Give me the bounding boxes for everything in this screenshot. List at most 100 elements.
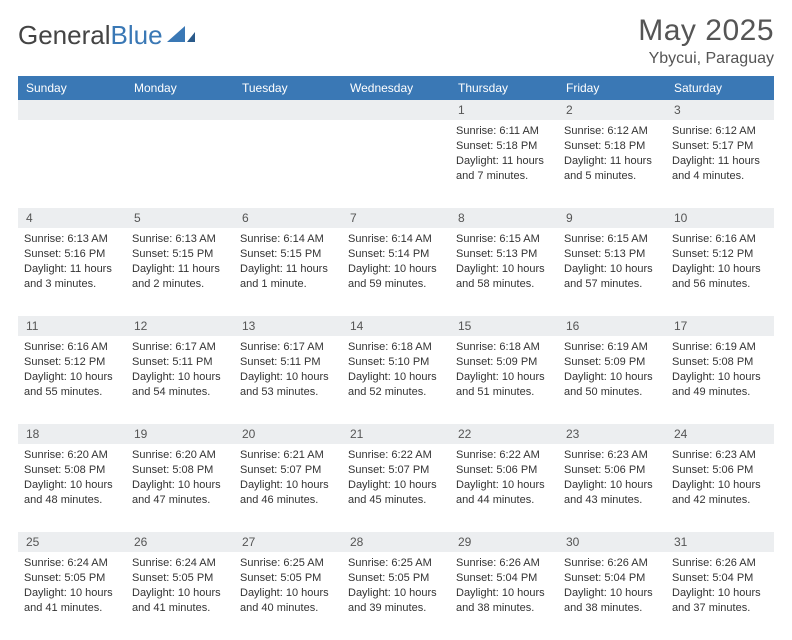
day-number: 17 <box>666 316 774 336</box>
sunset-text: Sunset: 5:05 PM <box>240 571 335 586</box>
sunset-text: Sunset: 5:09 PM <box>564 355 659 370</box>
day-number: 25 <box>18 532 126 552</box>
day-number: 24 <box>666 424 774 444</box>
sunset-text: Sunset: 5:08 PM <box>672 355 767 370</box>
daylight-text: Daylight: 10 hours and 55 minutes. <box>24 370 119 400</box>
day-cell: Sunrise: 6:14 AMSunset: 5:15 PMDaylight:… <box>234 228 342 316</box>
day-number: 11 <box>18 316 126 336</box>
day-number: 31 <box>666 532 774 552</box>
day-cell: Sunrise: 6:20 AMSunset: 5:08 PMDaylight:… <box>18 444 126 532</box>
sunrise-text: Sunrise: 6:17 AM <box>240 340 335 355</box>
sunrise-text: Sunrise: 6:21 AM <box>240 448 335 463</box>
day-cell: Sunrise: 6:21 AMSunset: 5:07 PMDaylight:… <box>234 444 342 532</box>
day-cell: Sunrise: 6:26 AMSunset: 5:04 PMDaylight:… <box>558 552 666 640</box>
day-number: 21 <box>342 424 450 444</box>
calendar-grid: SundayMondayTuesdayWednesdayThursdayFrid… <box>18 76 774 640</box>
day-number: 5 <box>126 208 234 228</box>
daylight-text: Daylight: 10 hours and 56 minutes. <box>672 262 767 292</box>
sunset-text: Sunset: 5:06 PM <box>564 463 659 478</box>
weekday-header: Thursday <box>450 76 558 100</box>
sunset-text: Sunset: 5:06 PM <box>672 463 767 478</box>
day-number <box>234 100 342 120</box>
sunrise-text: Sunrise: 6:18 AM <box>456 340 551 355</box>
weekday-header: Sunday <box>18 76 126 100</box>
day-cell: Sunrise: 6:22 AMSunset: 5:07 PMDaylight:… <box>342 444 450 532</box>
day-cell: Sunrise: 6:17 AMSunset: 5:11 PMDaylight:… <box>126 336 234 424</box>
sunrise-text: Sunrise: 6:19 AM <box>564 340 659 355</box>
sunrise-text: Sunrise: 6:20 AM <box>24 448 119 463</box>
daylight-text: Daylight: 10 hours and 57 minutes. <box>564 262 659 292</box>
sunset-text: Sunset: 5:12 PM <box>24 355 119 370</box>
daylight-text: Daylight: 10 hours and 38 minutes. <box>564 586 659 616</box>
day-number-row: 45678910 <box>18 208 774 228</box>
day-cell: Sunrise: 6:25 AMSunset: 5:05 PMDaylight:… <box>234 552 342 640</box>
sunset-text: Sunset: 5:05 PM <box>348 571 443 586</box>
sunset-text: Sunset: 5:05 PM <box>132 571 227 586</box>
sunrise-text: Sunrise: 6:20 AM <box>132 448 227 463</box>
day-number <box>18 100 126 120</box>
daylight-text: Daylight: 10 hours and 37 minutes. <box>672 586 767 616</box>
day-cell <box>18 120 126 208</box>
daylight-text: Daylight: 10 hours and 44 minutes. <box>456 478 551 508</box>
week-row: Sunrise: 6:16 AMSunset: 5:12 PMDaylight:… <box>18 336 774 424</box>
day-number: 26 <box>126 532 234 552</box>
title-block: May 2025 Ybycui, Paraguay <box>638 14 774 68</box>
day-cell: Sunrise: 6:20 AMSunset: 5:08 PMDaylight:… <box>126 444 234 532</box>
sunrise-text: Sunrise: 6:14 AM <box>240 232 335 247</box>
daylight-text: Daylight: 10 hours and 41 minutes. <box>132 586 227 616</box>
day-number <box>126 100 234 120</box>
sunrise-text: Sunrise: 6:26 AM <box>564 556 659 571</box>
sunrise-text: Sunrise: 6:22 AM <box>348 448 443 463</box>
daylight-text: Daylight: 10 hours and 39 minutes. <box>348 586 443 616</box>
week-row: Sunrise: 6:13 AMSunset: 5:16 PMDaylight:… <box>18 228 774 316</box>
day-number: 10 <box>666 208 774 228</box>
sunrise-text: Sunrise: 6:23 AM <box>672 448 767 463</box>
sunrise-text: Sunrise: 6:18 AM <box>348 340 443 355</box>
daylight-text: Daylight: 11 hours and 7 minutes. <box>456 154 551 184</box>
sunset-text: Sunset: 5:09 PM <box>456 355 551 370</box>
sunrise-text: Sunrise: 6:25 AM <box>348 556 443 571</box>
day-cell: Sunrise: 6:22 AMSunset: 5:06 PMDaylight:… <box>450 444 558 532</box>
sunset-text: Sunset: 5:07 PM <box>348 463 443 478</box>
day-cell: Sunrise: 6:12 AMSunset: 5:17 PMDaylight:… <box>666 120 774 208</box>
sunset-text: Sunset: 5:13 PM <box>456 247 551 262</box>
day-number: 6 <box>234 208 342 228</box>
sunrise-text: Sunrise: 6:16 AM <box>24 340 119 355</box>
day-number: 4 <box>18 208 126 228</box>
day-number: 15 <box>450 316 558 336</box>
daylight-text: Daylight: 10 hours and 46 minutes. <box>240 478 335 508</box>
sunset-text: Sunset: 5:04 PM <box>564 571 659 586</box>
day-cell: Sunrise: 6:15 AMSunset: 5:13 PMDaylight:… <box>450 228 558 316</box>
sunrise-text: Sunrise: 6:23 AM <box>564 448 659 463</box>
sunrise-text: Sunrise: 6:26 AM <box>672 556 767 571</box>
sunrise-text: Sunrise: 6:26 AM <box>456 556 551 571</box>
day-cell: Sunrise: 6:25 AMSunset: 5:05 PMDaylight:… <box>342 552 450 640</box>
day-cell: Sunrise: 6:15 AMSunset: 5:13 PMDaylight:… <box>558 228 666 316</box>
sunset-text: Sunset: 5:15 PM <box>240 247 335 262</box>
sunset-text: Sunset: 5:11 PM <box>240 355 335 370</box>
daylight-text: Daylight: 10 hours and 59 minutes. <box>348 262 443 292</box>
daylight-text: Daylight: 11 hours and 3 minutes. <box>24 262 119 292</box>
sunset-text: Sunset: 5:12 PM <box>672 247 767 262</box>
day-number: 12 <box>126 316 234 336</box>
sunrise-text: Sunrise: 6:25 AM <box>240 556 335 571</box>
day-number: 7 <box>342 208 450 228</box>
weekday-header: Friday <box>558 76 666 100</box>
day-number: 3 <box>666 100 774 120</box>
day-cell: Sunrise: 6:17 AMSunset: 5:11 PMDaylight:… <box>234 336 342 424</box>
day-number: 9 <box>558 208 666 228</box>
day-cell: Sunrise: 6:11 AMSunset: 5:18 PMDaylight:… <box>450 120 558 208</box>
sunset-text: Sunset: 5:16 PM <box>24 247 119 262</box>
day-number: 1 <box>450 100 558 120</box>
day-number: 30 <box>558 532 666 552</box>
daylight-text: Daylight: 10 hours and 41 minutes. <box>24 586 119 616</box>
day-number: 14 <box>342 316 450 336</box>
day-cell <box>126 120 234 208</box>
daylight-text: Daylight: 10 hours and 48 minutes. <box>24 478 119 508</box>
day-cell: Sunrise: 6:18 AMSunset: 5:10 PMDaylight:… <box>342 336 450 424</box>
sunrise-text: Sunrise: 6:13 AM <box>24 232 119 247</box>
page-subtitle: Ybycui, Paraguay <box>638 50 774 68</box>
day-cell: Sunrise: 6:24 AMSunset: 5:05 PMDaylight:… <box>18 552 126 640</box>
sunset-text: Sunset: 5:04 PM <box>456 571 551 586</box>
sunrise-text: Sunrise: 6:15 AM <box>456 232 551 247</box>
